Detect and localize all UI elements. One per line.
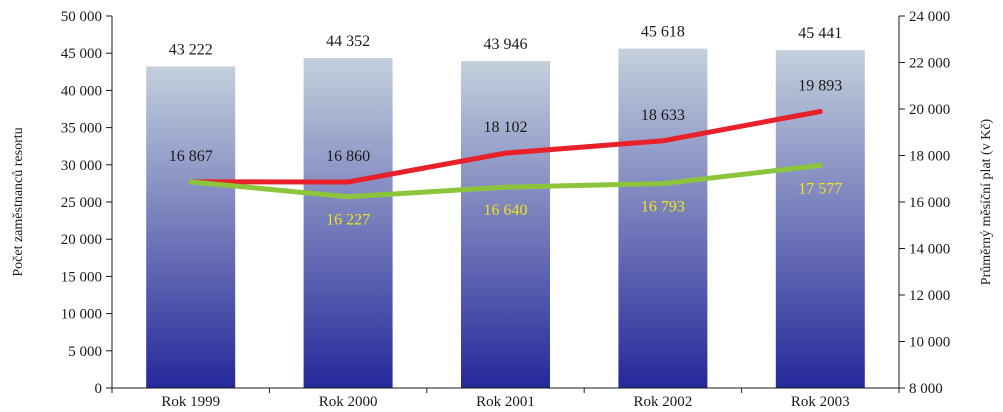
bar-value-label: 45 441 — [798, 25, 842, 42]
y-tick-label: 5 000 — [68, 344, 102, 360]
line-series-0 — [188, 108, 823, 185]
x-tick-label: Rok 2002 — [634, 394, 693, 410]
line-value-label: 16 867 — [169, 148, 213, 165]
line-value-label: 16 793 — [641, 199, 685, 216]
y2-tick-label: 8 000 — [909, 381, 943, 397]
y-tick-label: 25 000 — [61, 195, 102, 211]
y-axis-title: Počet zaměstnanců resortu — [11, 127, 26, 276]
labels-layer: 43 222 44 352 43 946 45 618 45 441 16 867 16 8… — [169, 24, 843, 229]
bar-0 — [146, 66, 236, 389]
bar-value-label: 45 618 — [641, 24, 685, 41]
y-tick-label: 0 — [95, 381, 103, 397]
line-value-label: 18 102 — [484, 119, 528, 136]
y2-tick-label: 22 000 — [909, 56, 950, 72]
lines-layer — [188, 108, 823, 200]
x-tick-label: Rok 2003 — [791, 394, 850, 410]
y-tick-label: 35 000 — [61, 121, 102, 137]
y2-tick-label: 12 000 — [909, 288, 950, 304]
line-value-label: 19 893 — [798, 77, 842, 94]
y2-tick-label: 18 000 — [909, 149, 950, 165]
y-tick-label: 10 000 — [61, 307, 102, 323]
bars-layer — [146, 48, 865, 389]
y-tick-label: 20 000 — [61, 232, 102, 248]
bar-1 — [303, 58, 393, 388]
bar-value-label: 44 352 — [326, 33, 370, 50]
bar-3 — [618, 48, 708, 388]
y2-tick-label: 16 000 — [909, 195, 950, 211]
bar-value-label: 43 946 — [484, 36, 528, 53]
line-value-label: 18 633 — [641, 107, 685, 124]
bar-value-label: 43 222 — [169, 41, 213, 58]
y-tick-label: 45 000 — [61, 46, 102, 62]
line-value-label: 16 227 — [326, 212, 370, 229]
ticks-layer: 0 5 000 10 000 15 000 20 000 25 000 30 000 35 0… — [61, 9, 951, 410]
y-tick-label: 15 000 — [61, 269, 102, 285]
y2-tick-label: 10 000 — [909, 335, 950, 351]
y2-tick-label: 24 000 — [909, 9, 950, 25]
bar-4 — [775, 49, 865, 389]
line-series-1 — [188, 162, 823, 200]
bar-2 — [461, 61, 550, 389]
y2-tick-label: 20 000 — [909, 102, 950, 118]
line-value-label: 17 577 — [798, 180, 842, 197]
line-value-label: 16 640 — [484, 202, 528, 219]
y-tick-label: 40 000 — [61, 83, 102, 99]
x-tick-label: Rok 2000 — [319, 394, 378, 410]
y-tick-label: 30 000 — [61, 158, 102, 174]
line-value-label: 16 860 — [326, 148, 370, 165]
y-tick-label: 50 000 — [61, 9, 102, 25]
y2-axis-title: Průměrný měsíční plat (v Kč) — [979, 118, 994, 285]
x-tick-label: Rok 2001 — [476, 394, 535, 410]
x-tick-label: Rok 1999 — [161, 394, 220, 410]
y2-tick-label: 14 000 — [909, 242, 950, 258]
